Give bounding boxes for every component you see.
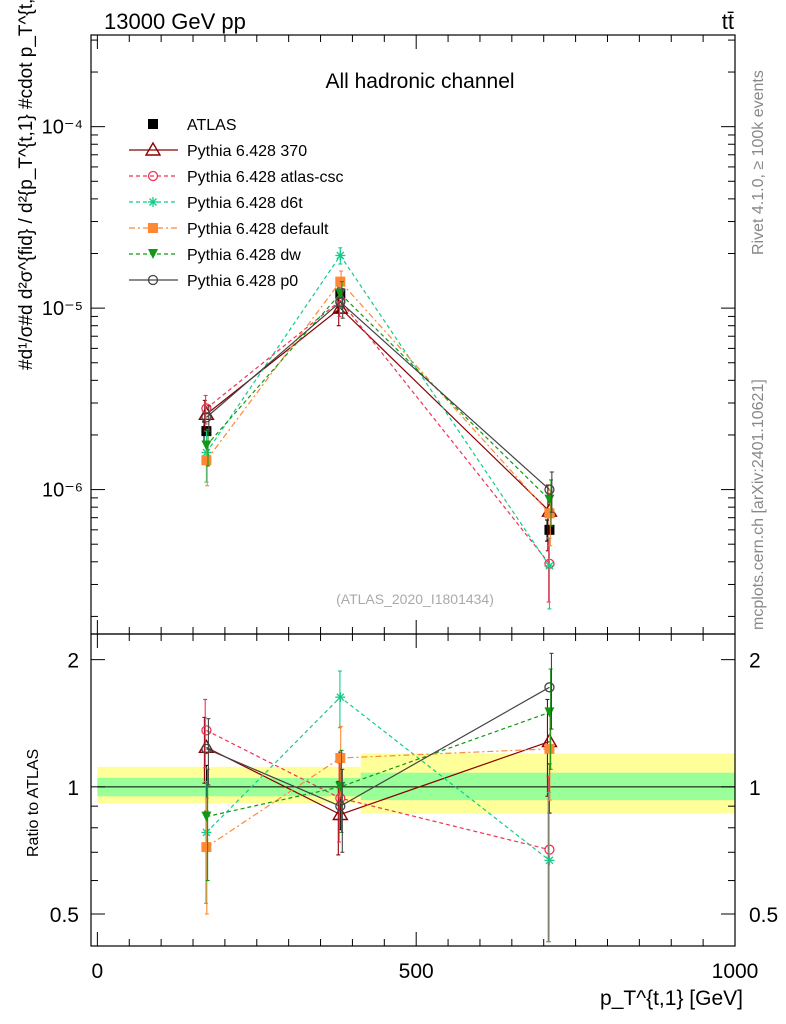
ratio-ytick-label-right-2: 2 [749,650,761,673]
legend-item-4: Pythia 6.428 default [129,221,329,238]
main-panel: 10⁻⁴ 10⁻⁵ 10⁻⁶ All hadronic channel (ATLAS… [16,0,736,635]
ratio-ytick-label-right-0: 0.5 [749,904,778,927]
ratio-xtick-label-2: 1000 [712,960,759,983]
series-3-line [205,254,550,567]
series-0 [201,278,555,542]
legend-marker-1 [144,141,162,156]
rivet-label: Rivet 4.1.0, ≥ 100k events [750,70,767,255]
ratio-xlabel: p_T^{t,1} [GeV] [600,987,743,1010]
ratio-series-4 [201,668,555,882]
main-title: All hadronic channel [325,70,514,93]
series-4-point-2 [544,508,555,519]
ratio-series-0-point-1 [332,806,349,821]
main-ylabel: #d¹/σ#d d²σ^{fid} / d²{p_T^{t,1} #cdot p… [16,0,37,370]
series-3-point-0-stroke-3 [202,448,211,457]
series-6-point-1 [335,296,346,308]
legend-marker-3-stroke-3 [149,198,157,206]
legend-item-0: ATLAS [148,117,237,134]
ratio-series-4-line [206,711,550,818]
ratio-series-5-line [206,686,550,807]
ratio-series-3-point-2 [544,743,555,754]
legend-label-2: Pythia 6.428 atlas-csc [187,169,344,186]
legend-marker-4 [148,223,158,233]
legend-item-3: Pythia 6.428 d6t [129,195,303,212]
main-ytick-label-0: 10⁻⁴ [42,117,83,139]
ratio-xtick-label-1: 500 [399,960,434,983]
series-1 [198,293,558,552]
ratio-frame [90,633,736,947]
series-3-point-2 [544,560,555,571]
ratio-series-1-point-0 [201,725,212,736]
series-2 [201,286,555,603]
series-2-line [206,299,550,565]
ratio-ytick-label-left-1: 1 [67,777,79,800]
legend-item-5: Pythia 6.428 dw [129,247,301,264]
legend-item-2: Pythia 6.428 atlas-csc [129,169,344,186]
ratio-series-1 [201,698,555,943]
series-0-point-2 [544,524,555,535]
series-4 [201,270,555,547]
ratio-series-2-point-2 [544,855,555,866]
ratio-xtick-label-0: 0 [92,960,104,983]
legend-label-1: Pythia 6.428 370 [187,143,307,160]
legend-label-0: ATLAS [187,117,237,134]
legend-marker-5 [148,249,158,259]
legend-marker-2 [147,170,159,182]
legend-label-4: Pythia 6.428 default [187,221,329,238]
ratio-series-2-point-2-stroke-3 [545,856,554,865]
ratio-series-5 [201,652,555,853]
series-3-point-1-stroke-3 [336,251,345,260]
series-5-point-2 [544,494,555,505]
series-6 [201,288,555,513]
series-3 [201,247,555,610]
ratio-series-4-point-0 [201,811,212,822]
ratio-ytick-label-right-1: 1 [749,777,761,800]
ratio-series-2-point-1 [335,692,346,703]
legend-marker-0 [148,119,158,129]
header-left: 13000 GeV pp [104,9,246,34]
ratio-series-1-line [206,729,550,851]
ratio-ytick-label-left-2: 2 [67,650,79,673]
ratio-ytick-label-left-0: 0.5 [50,904,79,927]
ratio-series-2-point-1-stroke-3 [336,693,345,702]
legend-label-6: Pythia 6.428 p0 [187,273,298,290]
ratio-series-5-point-1 [335,801,346,812]
series-1-line [206,307,550,512]
ratio-series-5-point-2 [544,682,555,693]
series-5-point-0 [201,440,212,451]
series-3-point-1 [335,250,346,261]
series-6-point-0 [201,412,212,423]
series-5-line [205,292,550,501]
main-ytick-label-2: 10⁻⁶ [42,480,83,502]
ratio-series-3-point-1 [335,753,346,764]
mcplots-label: mcplots.cern.ch [arXiv:2401.10621] [750,379,767,630]
series-3-point-2-stroke-3 [545,561,554,570]
legend-marker-3 [148,197,158,207]
series-5 [201,281,555,527]
ratio-panel: 0.5 0.5 1 1 2 2 0 500 1000 Ratio to ATLAS p_T^{t… [25,633,778,1010]
legend: ATLAS Pythia 6.428 370 Pythia 6.428 atlas-… [129,117,344,290]
ratio-series-3-point-0 [201,842,212,853]
series-6-line [206,301,550,491]
legend-label-5: Pythia 6.428 dw [187,247,301,264]
ratio-ylabel: Ratio to ATLAS [25,749,42,857]
main-ytick-label-1: 10⁻⁵ [42,298,83,320]
ratio-series-5-point-0 [201,743,212,754]
legend-label-3: Pythia 6.428 d6t [187,195,303,212]
series-4-point-0 [201,455,212,466]
ratio-series-0-line [206,740,550,816]
legend-marker-6 [147,274,159,286]
legend-item-6: Pythia 6.428 p0 [129,273,298,290]
series-6-point-2 [544,484,555,495]
series-1-point-1 [332,299,349,314]
legend-item-1: Pythia 6.428 370 [129,141,307,160]
header-right: tt̄ [722,9,734,34]
ratio-series-4-point-2 [544,707,555,718]
watermark: (ATLAS_2020_I1801434) [336,591,494,607]
series-4-line [205,280,550,514]
series-1-point-0 [198,405,215,420]
